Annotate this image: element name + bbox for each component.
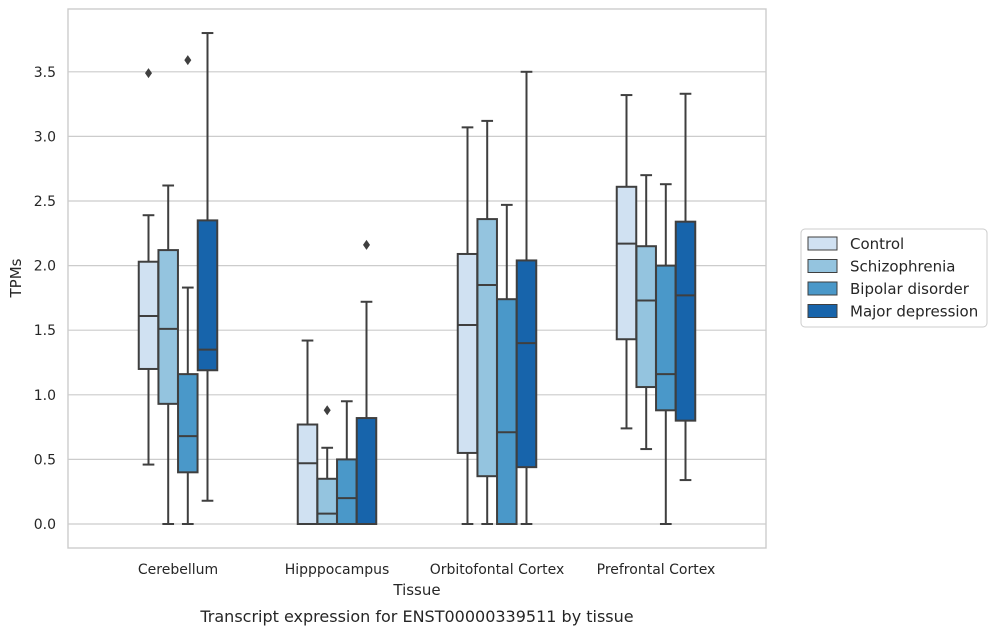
x-tick-label: Prefrontal Cortex [597, 562, 716, 578]
legend-label: Major depression [850, 303, 978, 321]
box-iqr [456, 252, 479, 454]
x-tick-label: Orbitofontal Cortex [430, 562, 565, 578]
legend-frame [800, 228, 988, 328]
legend-swatch [807, 259, 838, 273]
figure-caption: Transcript expression for ENST0000033951… [199, 607, 633, 626]
legend-label: Control [850, 235, 904, 253]
outlier-point [145, 68, 152, 79]
box-iqr [196, 219, 219, 372]
box-bipolar-disorder [177, 55, 199, 525]
y-tick-label: 2.5 [34, 194, 56, 210]
box-iqr [355, 417, 378, 525]
legend-swatch [807, 304, 838, 318]
outlier-point [184, 55, 192, 66]
legend-swatch [807, 281, 838, 296]
y-tick-label: 3.0 [34, 129, 56, 145]
legend-label: Bipolar disorder [850, 280, 970, 298]
y-axis-label: TPMs [7, 258, 25, 298]
box-iqr [177, 373, 199, 474]
box-iqr [655, 264, 677, 412]
y-tick-label: 0.0 [34, 517, 56, 533]
y-tick-label: 1.5 [34, 323, 56, 339]
box-iqr [615, 185, 638, 341]
legend-swatch [807, 236, 838, 251]
x-axis-label: Tissue [392, 581, 440, 599]
box-iqr [316, 477, 338, 525]
legend-label: Schizophrenia [850, 258, 955, 276]
x-tick-label: Hipppocampus [285, 562, 390, 578]
legend: Control Schizophrenia Bipolar disorder Majo… [800, 228, 988, 328]
box-bipolar-disorder [336, 400, 358, 525]
outlier-point [363, 239, 370, 250]
box-major-depression [355, 239, 378, 525]
box-iqr [515, 259, 538, 469]
box-major-depression [674, 92, 697, 482]
box-schizophrenia [635, 174, 657, 451]
y-axis-ticks: 0.0 0.5 1.0 1.5 2.0 2.5 3.0 3.5 [34, 65, 56, 533]
box-control [296, 339, 319, 525]
outlier-point [323, 405, 331, 416]
box-iqr [635, 245, 657, 389]
box-iqr [496, 298, 518, 525]
box-iqr [157, 249, 179, 405]
box-control [137, 68, 160, 466]
box-groups [137, 32, 697, 525]
y-tick-label: 1.0 [34, 388, 56, 404]
box-iqr [336, 458, 358, 525]
box-iqr [296, 423, 319, 525]
y-tick-label: 2.0 [34, 259, 56, 275]
box-major-depression [196, 32, 219, 502]
y-tick-label: 0.5 [34, 452, 56, 468]
x-tick-label: Cerebellum [138, 562, 218, 578]
box-major-depression [515, 70, 538, 525]
x-axis-ticks: Cerebellum Hipppocampus Orbitofontal Corte… [138, 562, 715, 578]
y-tick-label: 3.5 [34, 65, 56, 81]
box-schizophrenia [157, 184, 179, 525]
box-schizophrenia [316, 405, 338, 525]
box-iqr [674, 220, 697, 422]
box-iqr [476, 218, 498, 478]
